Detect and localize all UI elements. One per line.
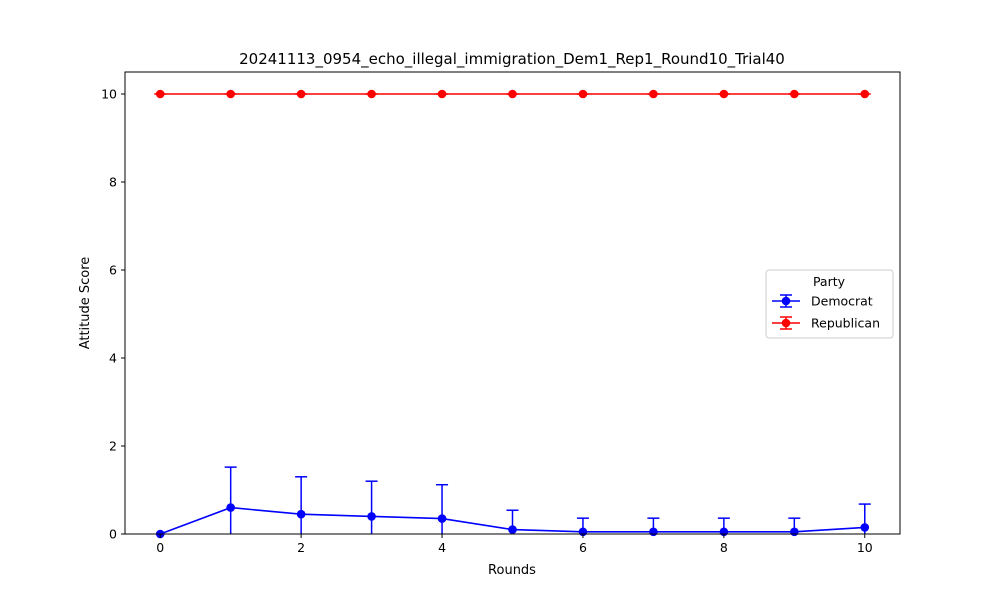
data-point [437,89,447,99]
data-point [296,509,306,519]
data-point [860,523,870,532]
series-republican [154,89,871,99]
legend-box [765,269,894,339]
data-point [508,89,517,99]
legend: Party Democrat Republican [765,269,894,339]
data-point [155,89,165,99]
x-tick-label: 10 [857,540,873,555]
x-axis-label: Rounds [488,563,536,578]
legend-marker [781,318,791,328]
data-point [860,89,870,99]
data-point [296,89,306,99]
data-point [367,512,376,521]
y-axis-label: Attitude Score [78,257,93,350]
legend-label: Republican [811,316,880,331]
legend-marker [781,296,791,306]
chart-title: 20241113_0954_echo_illegal_immigration_D… [239,50,785,69]
data-point [437,514,447,523]
y-tick-label: 2 [109,439,117,454]
data-point [508,525,517,534]
series-democrat [155,466,871,539]
data-point [790,527,799,537]
legend-title: Party [813,274,846,289]
data-point [367,89,376,99]
data-point [790,89,799,99]
x-tick-label: 4 [438,540,446,555]
x-tick-label: 0 [156,540,164,555]
plot-frame [124,71,901,535]
y-tick-label: 10 [101,87,117,102]
data-point [719,89,729,99]
data-point [578,89,588,99]
x-tick-label: 6 [579,540,587,555]
y-tick-label: 6 [109,263,117,278]
y-tick-label: 4 [109,351,117,366]
y-tick-label: 0 [109,527,117,542]
x-tick-label: 8 [720,540,728,555]
y-tick-label: 8 [109,175,117,190]
data-point [226,503,235,512]
x-tick-label: 2 [297,540,305,555]
data-point [649,89,658,99]
legend-entry-democrat: Democrat [772,294,873,309]
data-point [226,89,235,99]
legend-entry-republican: Republican [772,316,880,331]
data-point [649,527,658,537]
legend-label: Democrat [811,294,873,309]
